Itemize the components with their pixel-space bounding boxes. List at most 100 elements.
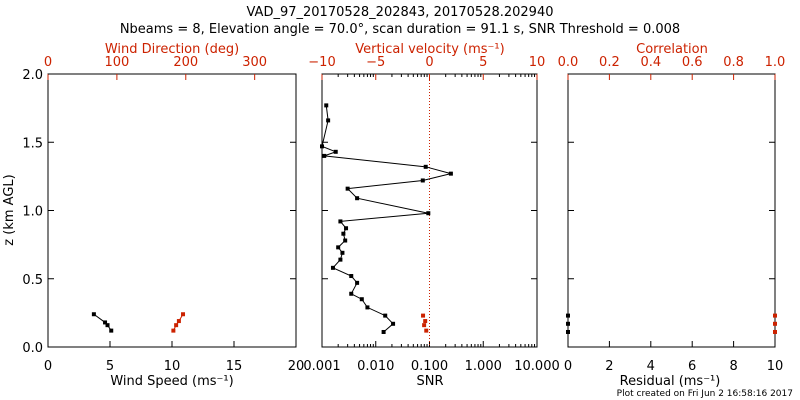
snr-bottom-axis-label: SNR	[416, 374, 443, 389]
snr-top-tick-label: −10	[308, 55, 335, 70]
snr-bottom-tick-label: 0.001	[303, 359, 340, 374]
residual-top-axis-label: Correlation	[636, 42, 708, 57]
residual-data-point	[566, 329, 570, 334]
snr-data-point	[340, 250, 345, 255]
residual-bottom-tick-label: 2	[605, 359, 613, 374]
residual-top-tick-label: 0.2	[599, 55, 620, 70]
snr-bottom-tick-label: 1.000	[465, 359, 502, 374]
snr-data-point	[349, 291, 354, 296]
figure-title: VAD_97_20170528_202843, 20170528.202940	[247, 5, 554, 20]
residual-panel-frame	[567, 73, 776, 348]
residual-bottom-axis-label: Residual (ms⁻¹)	[620, 374, 721, 389]
snr-data-point	[355, 196, 360, 201]
wind-bottom-axis-label: Wind Speed (ms⁻¹)	[110, 374, 233, 389]
snr-data-point	[423, 164, 428, 169]
residual-data-point	[773, 329, 777, 334]
snr-top-tick-label: 10	[529, 55, 546, 70]
snr-data-point	[324, 103, 329, 108]
residual-bottom-tick-label: 0	[564, 359, 572, 374]
y-tick-label: 0.0	[22, 341, 43, 356]
snr-panel: Vertical velocity (ms⁻¹) SNR 0.001 0.010 0…	[303, 42, 559, 389]
snr-data-point	[365, 305, 370, 310]
wind-top-tick-label: 100	[104, 55, 129, 70]
wind-bottom-tick-label: 20	[288, 359, 305, 374]
residual-top-tick-label: 1.0	[765, 55, 786, 70]
residual-top-tick-label: 0.4	[640, 55, 661, 70]
residual-data-point	[566, 313, 570, 318]
wind-panel-frame	[47, 73, 297, 348]
snr-data-point	[355, 280, 360, 285]
wind-bottom-tick-label: 10	[164, 359, 181, 374]
residual-top-tick-label: 0.6	[682, 55, 703, 70]
snr-data-point	[423, 319, 428, 324]
snr-data-point	[422, 323, 427, 328]
residual-data-point	[773, 321, 777, 326]
snr-data-point	[345, 186, 350, 191]
snr-data-point	[333, 149, 338, 154]
y-tick-label: 1.0	[22, 205, 43, 220]
wind-data-point	[91, 312, 96, 317]
snr-top-tick-label: −5	[366, 55, 385, 70]
y-tick-label: 1.5	[22, 136, 43, 151]
snr-top-axis-label: Vertical velocity (ms⁻¹)	[355, 42, 504, 57]
snr-series-line	[321, 105, 452, 333]
wind-data-point	[105, 323, 110, 328]
residual-top-tick-label: 0.8	[723, 55, 744, 70]
y-tick-label: 0.5	[22, 273, 43, 288]
wind-bottom-tick-label: 5	[106, 359, 114, 374]
snr-data-point	[424, 328, 429, 333]
wind-top-tick-label: 200	[173, 55, 198, 70]
snr-data-point	[391, 321, 396, 326]
snr-data-point	[338, 219, 343, 224]
snr-data-point	[383, 313, 388, 318]
wind-top-axis-label: Wind Direction (deg)	[105, 42, 239, 57]
snr-data-point	[420, 178, 425, 183]
snr-bottom-tick-label: 0.010	[357, 359, 394, 374]
wind-panel: Wind Direction (deg) Wind Speed (ms⁻¹) z…	[2, 42, 304, 389]
snr-data-point	[349, 274, 354, 279]
plot-credit: Plot created on Fri Jun 2 16:58:16 2017	[617, 389, 793, 399]
residual-data-point	[566, 321, 570, 326]
residual-bottom-tick-label: 6	[688, 359, 696, 374]
snr-data-point	[322, 153, 327, 158]
wind-data-point	[103, 320, 108, 325]
snr-data-point	[381, 329, 386, 334]
snr-top-tick-label: 5	[479, 55, 487, 70]
wind-data-point	[171, 328, 176, 333]
wind-data-point	[176, 319, 181, 324]
residual-bottom-tick-label: 10	[767, 359, 784, 374]
snr-bottom-tick-label: 0.100	[411, 359, 448, 374]
snr-data-point	[338, 257, 343, 262]
wind-top-tick-label: 300	[242, 55, 267, 70]
wind-data-point	[174, 323, 179, 328]
wind-bottom-tick-label: 0	[44, 359, 52, 374]
residual-data-point	[773, 313, 777, 318]
figure-subtitle: Nbeams = 8, Elevation angle = 70.0°, sca…	[120, 22, 680, 37]
wind-data-point	[181, 312, 186, 317]
snr-data-point	[336, 245, 341, 250]
snr-bottom-tick-label: 10.000	[514, 359, 560, 374]
residual-bottom-tick-label: 8	[729, 359, 737, 374]
snr-data-point	[320, 144, 324, 149]
wind-data-point	[109, 328, 114, 333]
snr-data-point	[426, 211, 431, 216]
residual-top-tick-label: 0.0	[558, 55, 579, 70]
snr-data-point	[343, 238, 348, 243]
snr-data-point	[421, 313, 426, 318]
wind-series-line	[172, 313, 184, 331]
snr-data-point	[330, 265, 335, 270]
snr-data-point	[448, 171, 453, 176]
snr-data-point	[326, 118, 331, 123]
wind-bottom-tick-label: 15	[226, 359, 243, 374]
snr-panel-frame	[321, 73, 538, 348]
y-axis-label: z (km AGL)	[2, 174, 17, 245]
y-tick-label: 2.0	[22, 68, 43, 83]
snr-top-tick-label: 0	[425, 55, 433, 70]
wind-series-line	[93, 313, 112, 331]
residual-panel: Correlation Residual (ms⁻¹) 0 2 4 6 8 10 0.0 0.…	[558, 42, 786, 389]
snr-data-point	[341, 231, 346, 236]
snr-data-point	[359, 297, 364, 302]
residual-bottom-tick-label: 4	[647, 359, 655, 374]
wind-top-tick-label: 0	[44, 55, 52, 70]
